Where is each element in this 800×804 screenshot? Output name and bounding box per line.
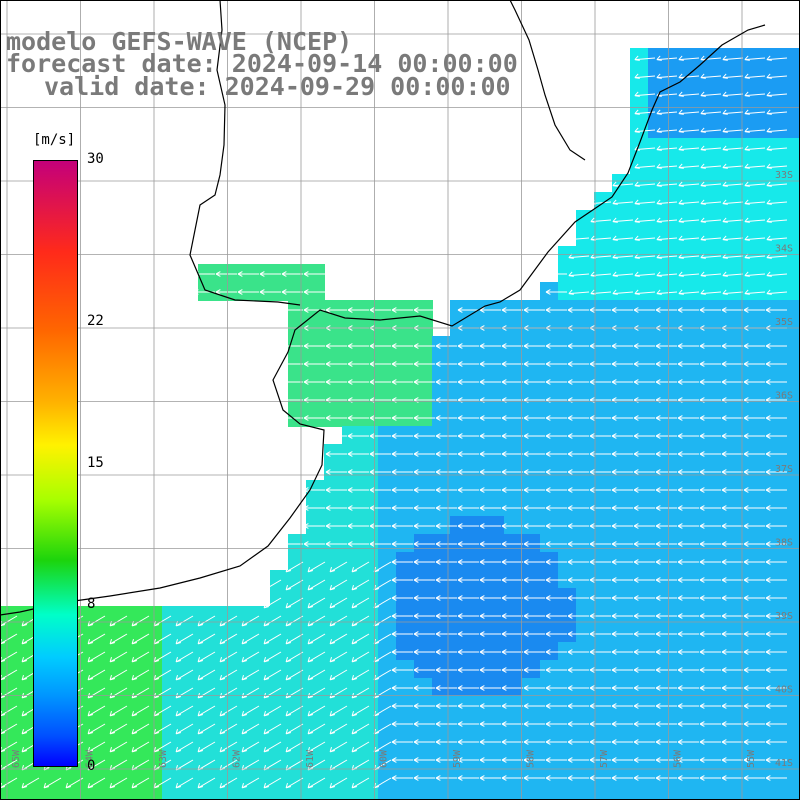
latitude-label: 37S — [775, 464, 793, 475]
coastline — [0, 0, 766, 616]
longitude-label: 60W — [379, 749, 390, 768]
longitude-label: 64W — [85, 749, 96, 768]
longitude-label: 62W — [232, 749, 243, 768]
latitude-label: 36S — [775, 391, 793, 402]
colorbar-tick: 15 — [87, 454, 104, 471]
title-valid-date: valid date: 2024-09-29 00:00:00 — [44, 72, 511, 101]
latitude-label: 39S — [775, 611, 793, 622]
longitude-label: 61W — [305, 749, 316, 768]
latitude-label: 40S — [775, 685, 793, 696]
longitude-label: 55W — [746, 749, 757, 768]
latitude-labels: 33S 34S 35S 36S 37S 38S 39S 40S 41S — [775, 170, 793, 769]
latitude-label: 34S — [775, 244, 793, 255]
colorbar-tick: 8 — [87, 596, 96, 613]
longitude-label: 63W — [158, 749, 169, 768]
latitude-label: 38S — [775, 538, 793, 549]
longitude-label: 58W — [526, 749, 537, 768]
longitude-label: 59W — [452, 749, 463, 768]
colorbar-tick: 0 — [87, 758, 96, 774]
colorbar — [33, 160, 78, 767]
wind-speed-field — [0, 48, 800, 804]
colorbar-units: [m/s] — [33, 132, 76, 148]
title-forecast-date: forecast date: 2024-09-14 00:00:00 — [6, 49, 518, 78]
latitude-label: 33S — [775, 170, 793, 181]
longitude-labels: 65W 64W 63W 62W 61W 60W 59W 58W 57W 56W 55W — [11, 749, 757, 768]
latitude-label: 41S — [775, 758, 793, 769]
wind-arrows — [0, 55, 788, 789]
longitude-label: 57W — [599, 749, 610, 768]
latitude-label: 35S — [775, 317, 793, 328]
longitude-label: 65W — [11, 749, 22, 768]
title-model: modelo GEFS-WAVE (NCEP) — [6, 27, 353, 56]
colorbar-tick: 22 — [87, 312, 104, 329]
colorbar-tick: 30 — [87, 151, 104, 167]
longitude-label: 56W — [673, 749, 684, 768]
